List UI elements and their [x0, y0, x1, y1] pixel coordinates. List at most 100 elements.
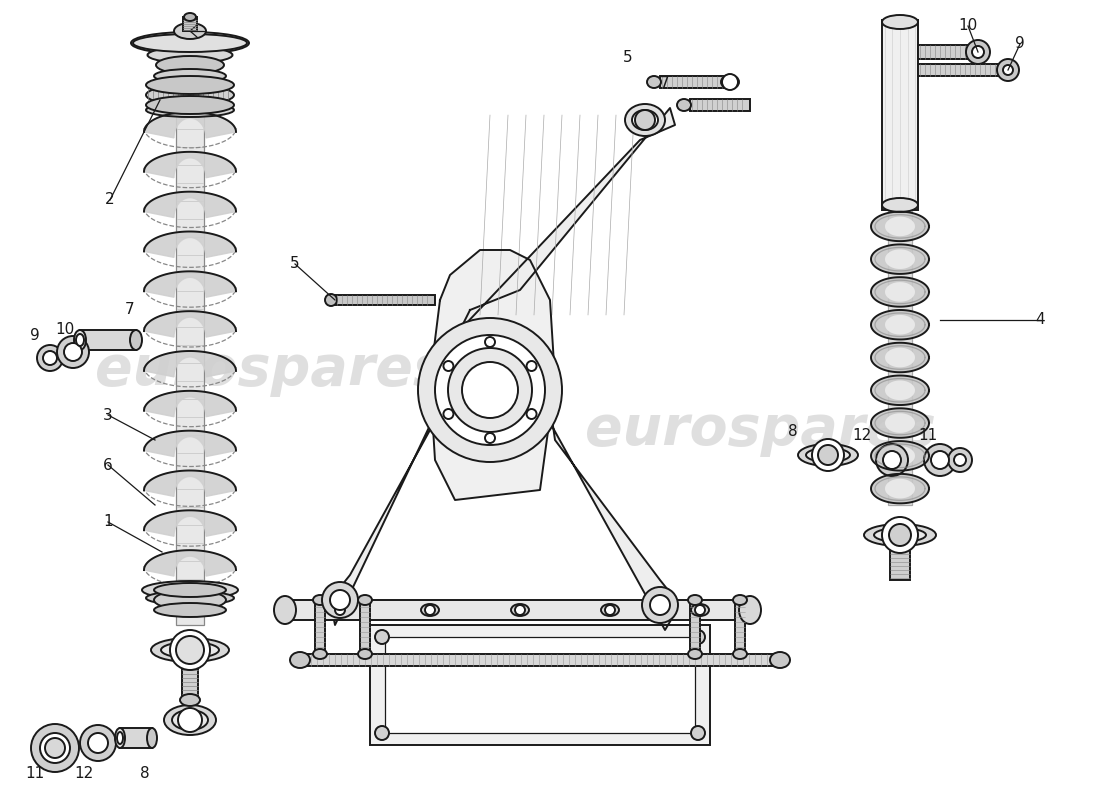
Polygon shape — [144, 550, 236, 576]
Ellipse shape — [720, 75, 739, 89]
Bar — [370, 625, 710, 745]
Circle shape — [31, 724, 79, 772]
Ellipse shape — [421, 604, 439, 616]
Polygon shape — [886, 414, 915, 433]
Circle shape — [997, 59, 1019, 81]
Ellipse shape — [806, 448, 850, 462]
Circle shape — [948, 448, 972, 472]
Ellipse shape — [882, 198, 918, 212]
Ellipse shape — [154, 69, 226, 83]
Text: eurospares: eurospares — [95, 343, 446, 397]
Ellipse shape — [184, 13, 196, 21]
Bar — [183, 17, 197, 31]
Polygon shape — [871, 277, 930, 306]
Polygon shape — [886, 217, 915, 236]
Ellipse shape — [512, 604, 529, 616]
Polygon shape — [144, 112, 236, 138]
Bar — [176, 85, 204, 625]
Circle shape — [924, 444, 956, 476]
Text: 8: 8 — [140, 766, 150, 782]
Circle shape — [812, 439, 844, 471]
Ellipse shape — [146, 76, 234, 94]
Circle shape — [954, 454, 966, 466]
Bar — [80, 330, 136, 350]
Circle shape — [448, 348, 532, 432]
Circle shape — [443, 361, 453, 371]
Bar — [300, 654, 780, 666]
Bar — [882, 20, 918, 210]
Bar — [385, 637, 695, 733]
Circle shape — [434, 335, 544, 445]
Polygon shape — [871, 310, 930, 339]
Ellipse shape — [358, 595, 372, 605]
Bar — [690, 99, 750, 111]
Polygon shape — [330, 360, 442, 625]
Polygon shape — [871, 441, 930, 470]
Text: 12: 12 — [75, 766, 94, 782]
Polygon shape — [886, 446, 915, 466]
Bar — [735, 599, 745, 654]
Text: 10: 10 — [958, 18, 978, 34]
Polygon shape — [144, 192, 236, 218]
Polygon shape — [144, 152, 236, 178]
Ellipse shape — [770, 652, 790, 668]
Polygon shape — [886, 478, 915, 498]
Bar — [315, 599, 324, 654]
Ellipse shape — [798, 444, 858, 466]
Circle shape — [883, 451, 901, 469]
Circle shape — [330, 590, 350, 610]
Circle shape — [818, 445, 838, 465]
Ellipse shape — [133, 34, 248, 52]
Ellipse shape — [864, 524, 936, 546]
Ellipse shape — [882, 15, 918, 29]
Ellipse shape — [688, 595, 702, 605]
Polygon shape — [886, 381, 915, 400]
Polygon shape — [144, 231, 236, 258]
Ellipse shape — [314, 649, 327, 659]
Polygon shape — [886, 348, 915, 367]
Ellipse shape — [154, 583, 226, 597]
Text: 3: 3 — [103, 407, 113, 422]
Bar — [360, 599, 370, 654]
Circle shape — [1003, 65, 1013, 75]
Text: 7: 7 — [125, 302, 135, 318]
Ellipse shape — [142, 581, 238, 599]
Bar — [918, 64, 1008, 76]
Ellipse shape — [76, 334, 84, 346]
Text: 10: 10 — [55, 322, 75, 338]
Bar — [690, 599, 700, 654]
Polygon shape — [871, 408, 930, 438]
Circle shape — [485, 337, 495, 347]
Ellipse shape — [117, 732, 123, 744]
Circle shape — [57, 336, 89, 368]
Circle shape — [695, 605, 705, 615]
Ellipse shape — [601, 604, 619, 616]
Circle shape — [176, 636, 204, 664]
Circle shape — [642, 587, 678, 623]
Polygon shape — [430, 250, 556, 500]
Ellipse shape — [688, 649, 702, 659]
Ellipse shape — [156, 56, 224, 74]
Circle shape — [462, 362, 518, 418]
Circle shape — [336, 605, 345, 615]
Ellipse shape — [733, 649, 747, 659]
Polygon shape — [871, 474, 930, 503]
Circle shape — [691, 726, 705, 740]
Ellipse shape — [691, 604, 710, 616]
Circle shape — [443, 409, 453, 419]
Polygon shape — [886, 282, 915, 302]
Ellipse shape — [733, 595, 747, 605]
Bar — [285, 600, 750, 620]
Ellipse shape — [290, 652, 310, 668]
Ellipse shape — [147, 728, 157, 748]
Polygon shape — [144, 311, 236, 337]
Ellipse shape — [146, 96, 234, 114]
Ellipse shape — [274, 596, 296, 624]
Circle shape — [485, 433, 495, 443]
Ellipse shape — [130, 330, 142, 350]
Circle shape — [37, 345, 63, 371]
Ellipse shape — [632, 110, 658, 130]
Polygon shape — [460, 108, 675, 330]
Ellipse shape — [676, 99, 691, 111]
Text: 11: 11 — [918, 429, 937, 443]
